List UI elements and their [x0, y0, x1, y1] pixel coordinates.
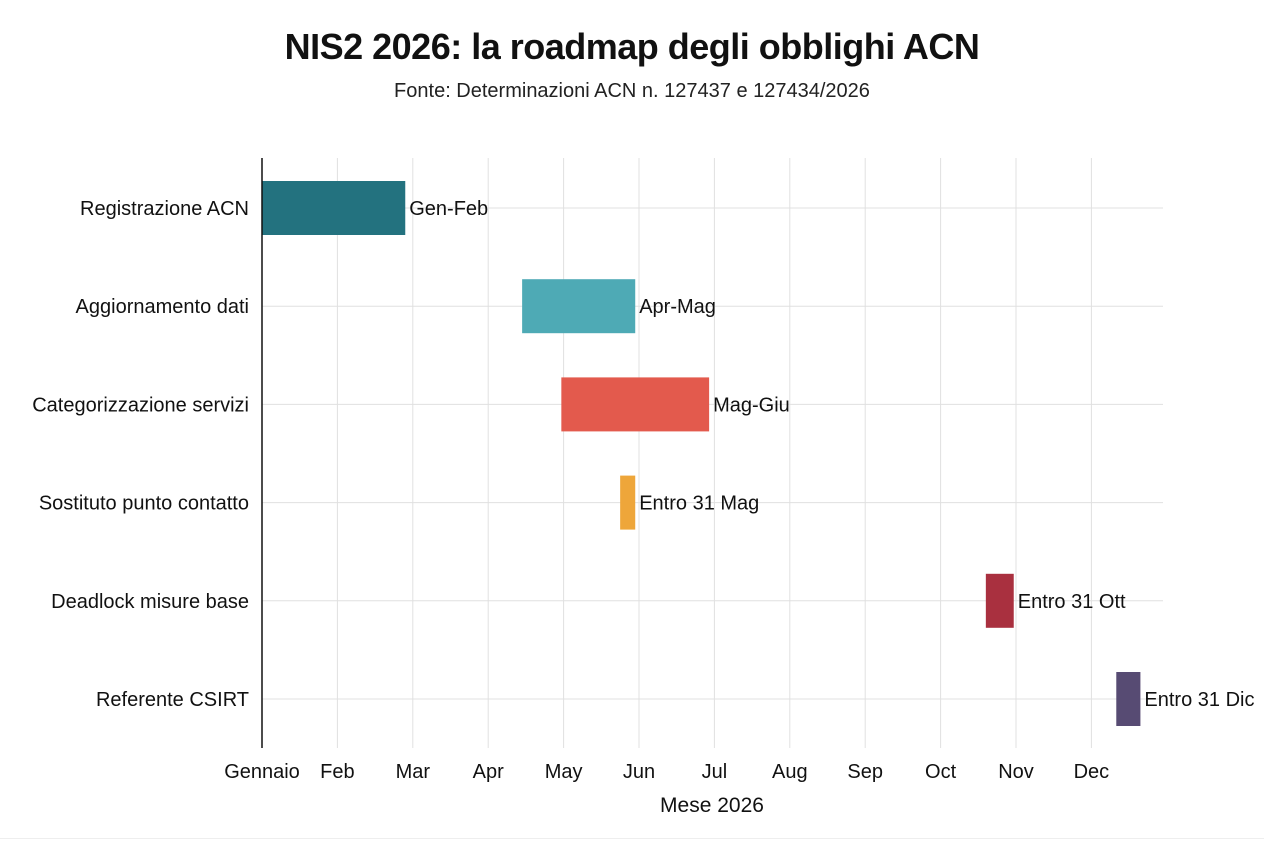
x-tick-label: Aug — [772, 761, 808, 783]
bar-label: Entro 31 Dic — [1144, 689, 1254, 711]
chart-subtitle: Fonte: Determinazioni ACN n. 127437 e 12… — [394, 80, 870, 102]
x-tick-label: Jul — [702, 761, 728, 783]
bar — [620, 475, 636, 530]
x-tick-label: Feb — [320, 761, 354, 783]
x-tick-label: Gennaio — [224, 761, 300, 783]
x-tick-labels: Gennaio Feb Mar Apr May Jun Jul Aug Sep Oct Nov Dec — [224, 761, 1109, 783]
bar-label: Entro 31 Ott — [1018, 591, 1126, 613]
x-tick-label: Mar — [396, 761, 431, 783]
grid-lines — [262, 158, 1163, 748]
bar — [1116, 672, 1141, 726]
bar-label: Apr-Mag — [639, 296, 716, 318]
y-tick-label: Aggiornamento dati — [76, 296, 249, 318]
y-tick-label: Categorizzazione servizi — [32, 394, 249, 416]
x-tick-label: Apr — [473, 761, 504, 783]
bar — [262, 181, 406, 235]
y-tick-labels: Registrazione ACN Aggiornamento dati Categ… — [32, 198, 249, 711]
bottom-divider — [0, 838, 1264, 839]
y-tick-label: Registrazione ACN — [80, 198, 249, 220]
x-tick-label: Oct — [925, 761, 957, 783]
x-tick-label: Sep — [847, 761, 883, 783]
y-tick-label: Sostituto punto contatto — [39, 493, 249, 515]
x-tick-label: May — [545, 761, 583, 783]
bars — [262, 181, 1141, 726]
bar-label: Gen-Feb — [409, 198, 488, 220]
x-tick-label: Nov — [998, 761, 1034, 783]
x-tick-label: Dec — [1074, 761, 1110, 783]
x-tick-label: Jun — [623, 761, 655, 783]
y-tick-label: Referente CSIRT — [96, 689, 249, 711]
chart-title: NIS2 2026: la roadmap degli obblighi ACN — [284, 26, 980, 67]
x-axis-label: Mese 2026 — [660, 794, 764, 817]
bar — [561, 377, 710, 432]
bar — [985, 573, 1014, 628]
bar — [522, 279, 636, 334]
y-tick-label: Deadlock misure base — [51, 591, 249, 613]
bar-label: Mag-Giu — [713, 394, 790, 416]
bar-label: Entro 31 Mag — [639, 493, 759, 515]
bar-labels: Gen-Feb Apr-Mag Mag-Giu Entro 31 Mag Entro 3… — [409, 198, 1254, 711]
